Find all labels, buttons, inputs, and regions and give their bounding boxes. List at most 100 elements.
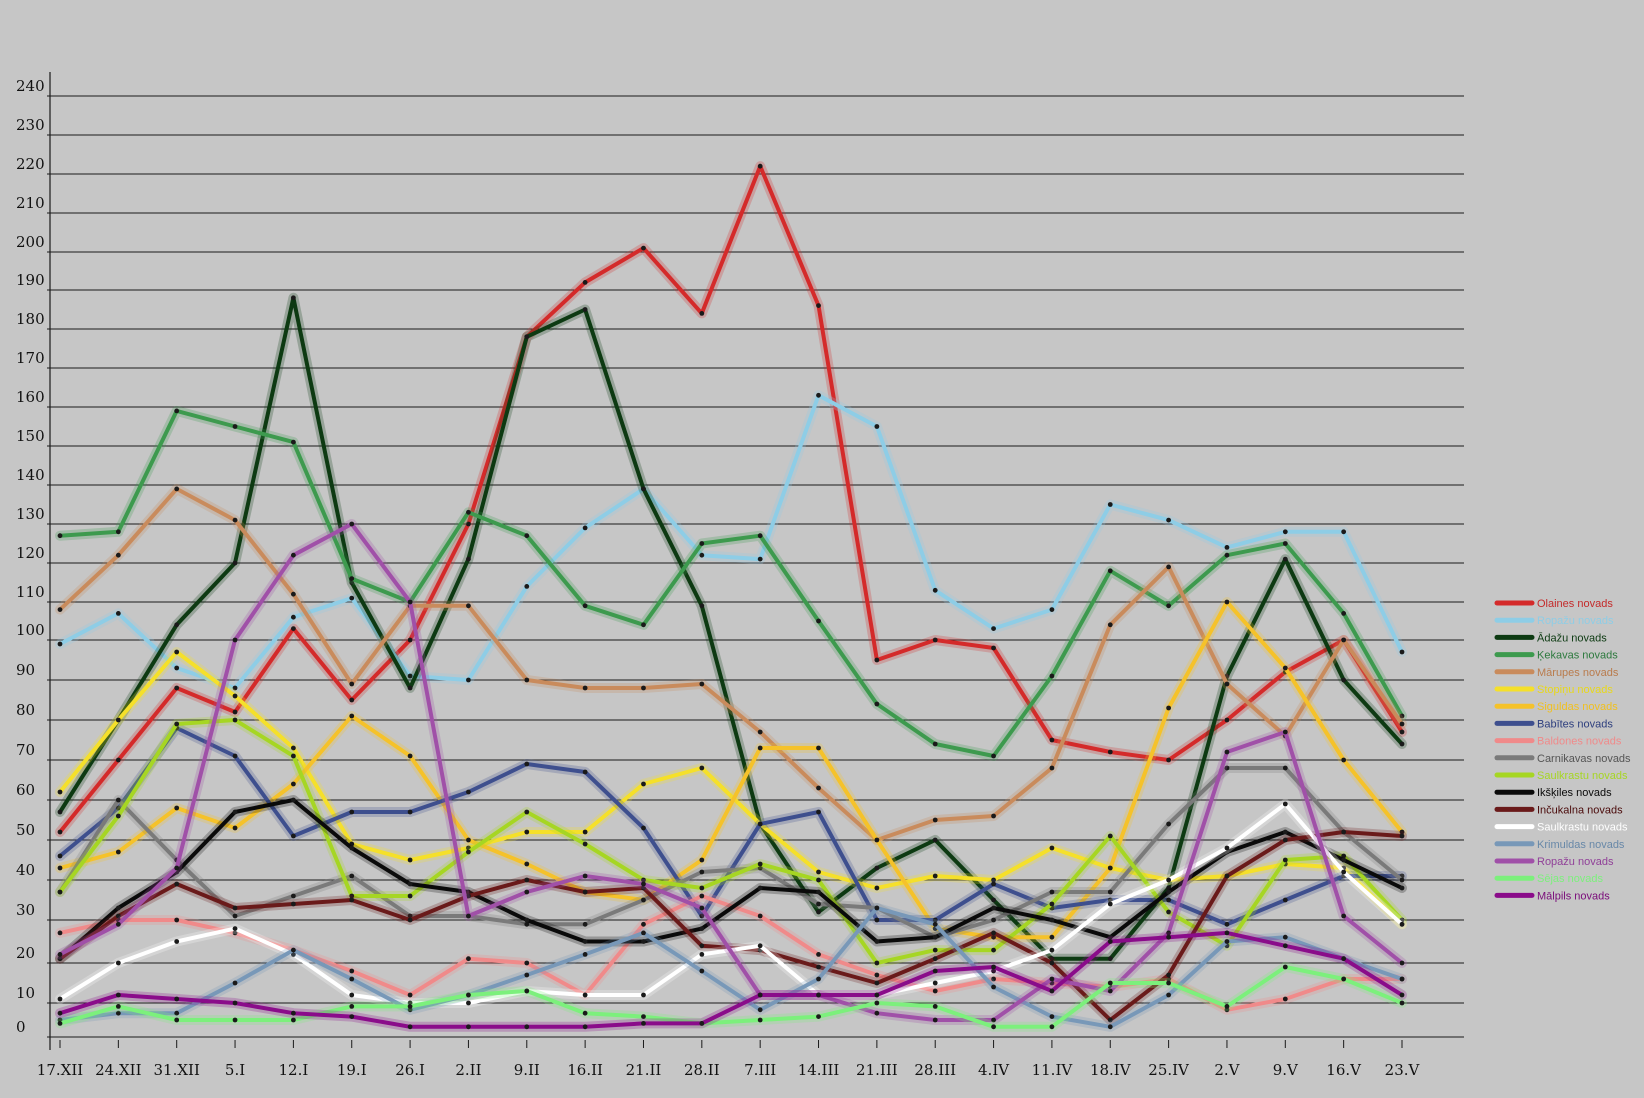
- data-point: [115, 813, 121, 819]
- data-point: [1224, 545, 1230, 550]
- data-point: [1341, 913, 1347, 919]
- legend-label: Siguldas novads: [1537, 701, 1618, 713]
- data-point: [524, 533, 530, 539]
- data-point: [232, 825, 238, 831]
- series-group: [55, 292, 1407, 964]
- series-group: [55, 763, 1407, 943]
- legend-label: Baldones novads: [1537, 736, 1622, 748]
- data-point: [699, 541, 705, 546]
- data-point: [466, 789, 471, 795]
- data-point: [115, 905, 121, 911]
- data-point: [932, 921, 938, 927]
- data-point: [991, 1024, 996, 1030]
- data-point: [991, 881, 996, 887]
- x-tick-label: 28.II: [684, 1061, 720, 1079]
- y-tick-label: 50: [16, 821, 35, 839]
- data-point: [524, 960, 530, 966]
- data-point: [1107, 939, 1113, 944]
- data-point: [641, 1021, 646, 1026]
- data-point: [874, 1010, 880, 1016]
- x-tick-label: 25.IV: [1148, 1061, 1190, 1079]
- data-point: [757, 1017, 763, 1023]
- data-point: [582, 769, 588, 775]
- data-point: [232, 913, 238, 919]
- data-point: [290, 552, 296, 558]
- legend-item: Ķekavas novads: [1494, 650, 1618, 662]
- data-point: [582, 603, 588, 609]
- data-point: [466, 992, 471, 998]
- x-tick-label: 28.III: [914, 1061, 956, 1079]
- data-point: [1049, 889, 1055, 895]
- data-point: [1399, 829, 1405, 835]
- data-point: [757, 861, 763, 867]
- data-point: [816, 964, 821, 970]
- data-point: [349, 897, 355, 903]
- data-point: [407, 881, 413, 887]
- y-tick-label: 100: [16, 621, 45, 639]
- data-point: [349, 992, 355, 998]
- series-line: [58, 965, 1404, 1029]
- data-point: [1049, 845, 1055, 851]
- x-tick-label: 24.XII: [95, 1061, 141, 1079]
- data-point: [641, 992, 646, 998]
- data-point: [407, 1024, 413, 1030]
- data-point: [699, 885, 705, 891]
- data-point: [1399, 992, 1405, 998]
- data-point: [1166, 934, 1172, 940]
- y-tick-label: 40: [16, 861, 35, 879]
- data-point: [174, 649, 180, 655]
- data-point: [407, 637, 413, 643]
- data-point: [290, 1017, 296, 1023]
- data-point: [1282, 801, 1288, 807]
- data-point: [290, 781, 296, 787]
- data-point: [1107, 568, 1113, 574]
- x-tick-label: 11.IV: [1032, 1061, 1074, 1079]
- data-point: [874, 992, 880, 998]
- y-tick-label: 220: [16, 155, 45, 173]
- data-point: [349, 809, 355, 815]
- data-point: [115, 611, 121, 616]
- data-point: [1166, 877, 1172, 883]
- data-point: [1166, 889, 1172, 895]
- legend-label: Ķekavas novads: [1537, 650, 1618, 662]
- data-point: [1049, 934, 1055, 940]
- data-point: [57, 789, 63, 795]
- data-point: [1224, 599, 1230, 605]
- data-point: [232, 980, 238, 986]
- series-line: [58, 295, 1404, 961]
- series-line: [58, 718, 1404, 965]
- data-point: [57, 829, 63, 835]
- y-tick-label: 170: [16, 349, 45, 367]
- data-point: [524, 917, 530, 923]
- legend-label: Mārupes novads: [1537, 667, 1619, 679]
- data-point: [641, 245, 646, 251]
- data-point: [1107, 749, 1113, 755]
- legend: Olaines novads Ropažu novads Ādažu novads Ķ…: [1494, 598, 1631, 902]
- data-point: [757, 821, 763, 827]
- data-point: [1341, 677, 1347, 683]
- data-point: [991, 984, 996, 990]
- data-point: [874, 424, 880, 429]
- data-point: [1282, 765, 1288, 771]
- data-point: [115, 805, 121, 811]
- data-point: [1224, 873, 1230, 879]
- data-point: [699, 926, 705, 931]
- data-point: [1107, 622, 1113, 628]
- y-tick-label: 30: [16, 901, 35, 919]
- legend-label: Ropažu novads: [1537, 856, 1614, 868]
- data-point: [1224, 765, 1230, 771]
- data-point: [466, 837, 471, 843]
- data-point: [466, 893, 471, 899]
- x-tick-label: 21.III: [856, 1061, 898, 1079]
- data-point: [524, 677, 530, 683]
- series-line: [58, 393, 1404, 690]
- data-point: [1224, 681, 1230, 687]
- data-point: [349, 697, 355, 703]
- data-point: [932, 741, 938, 747]
- data-point: [466, 889, 471, 895]
- data-point: [466, 956, 471, 962]
- legend-item: Krimuldas novads: [1494, 839, 1625, 851]
- data-point: [115, 552, 121, 558]
- x-tick-label: 19.I: [337, 1061, 367, 1079]
